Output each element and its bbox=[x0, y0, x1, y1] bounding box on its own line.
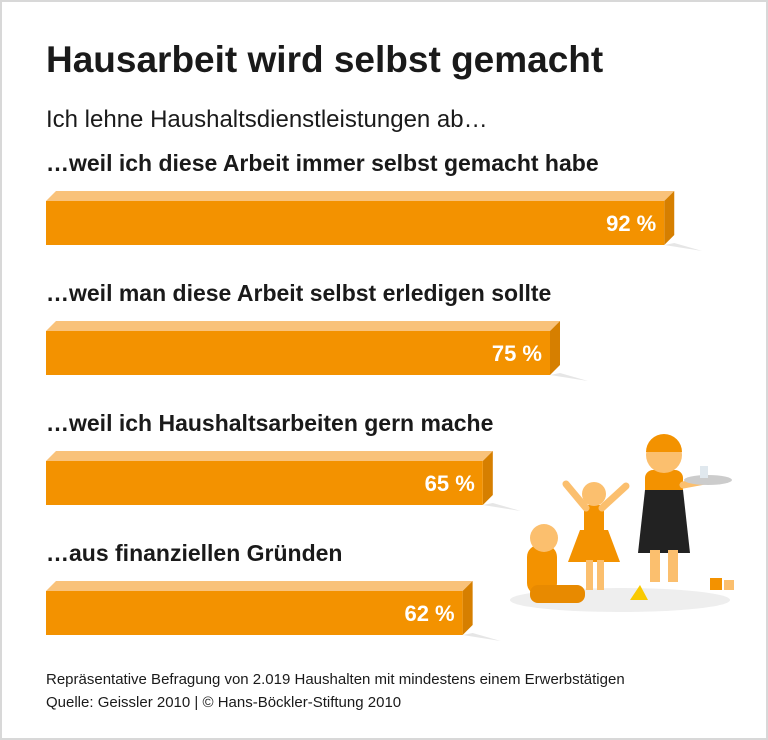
value-label: 62 % bbox=[404, 601, 454, 626]
block bbox=[724, 580, 734, 590]
bar-side bbox=[550, 321, 560, 375]
bar-side bbox=[462, 581, 473, 635]
tray bbox=[684, 475, 732, 485]
bar-side bbox=[482, 451, 493, 505]
bar-shadow bbox=[664, 243, 703, 251]
block bbox=[710, 578, 722, 590]
bar bbox=[46, 461, 483, 505]
glass bbox=[700, 466, 708, 478]
chart-subtitle: Ich lehne Haushaltsdienstleistungen ab… bbox=[46, 106, 488, 133]
figure-head bbox=[582, 482, 606, 506]
bar bbox=[46, 331, 550, 375]
bar-top bbox=[46, 191, 675, 201]
figure-leg bbox=[586, 560, 593, 590]
bar-shadow bbox=[550, 373, 588, 381]
category-label: …weil ich Haushaltsarbeiten gern mache bbox=[46, 410, 493, 436]
bar-top bbox=[46, 581, 473, 591]
value-label: 92 % bbox=[606, 211, 656, 236]
figure-head bbox=[530, 524, 558, 552]
value-label: 65 % bbox=[425, 471, 475, 496]
bar-top bbox=[46, 451, 493, 461]
category-label: …weil man diese Arbeit selbst erledigen … bbox=[46, 280, 551, 306]
bar-top bbox=[46, 321, 560, 331]
figure-leg bbox=[597, 560, 604, 590]
bar-shadow bbox=[462, 633, 501, 641]
category-label: …weil ich diese Arbeit immer selbst gema… bbox=[46, 150, 599, 176]
figure-arm bbox=[562, 480, 590, 512]
illustration bbox=[510, 434, 734, 612]
figure-dress bbox=[568, 530, 620, 562]
value-label: 75 % bbox=[492, 341, 542, 366]
bar-shadow bbox=[482, 503, 521, 511]
figure-apron bbox=[638, 490, 690, 553]
bar bbox=[46, 591, 463, 635]
figure-arm bbox=[598, 482, 630, 512]
figure-body bbox=[527, 545, 557, 595]
chart-title: Hausarbeit wird selbst gemacht bbox=[46, 39, 603, 80]
bar bbox=[46, 201, 665, 245]
note: Repräsentative Befragung von 2.019 Haush… bbox=[46, 671, 625, 688]
figure-hair bbox=[646, 434, 682, 452]
block bbox=[630, 585, 648, 600]
figure-legs bbox=[530, 585, 585, 603]
figure-leg bbox=[668, 550, 678, 582]
note: Quelle: Geissler 2010 | © Hans-Böckler-S… bbox=[46, 694, 401, 711]
figure-leg bbox=[650, 550, 660, 582]
category-label: …aus finanziellen Gründen bbox=[46, 540, 342, 566]
bar-side bbox=[664, 191, 675, 245]
figure-body bbox=[584, 505, 604, 533]
